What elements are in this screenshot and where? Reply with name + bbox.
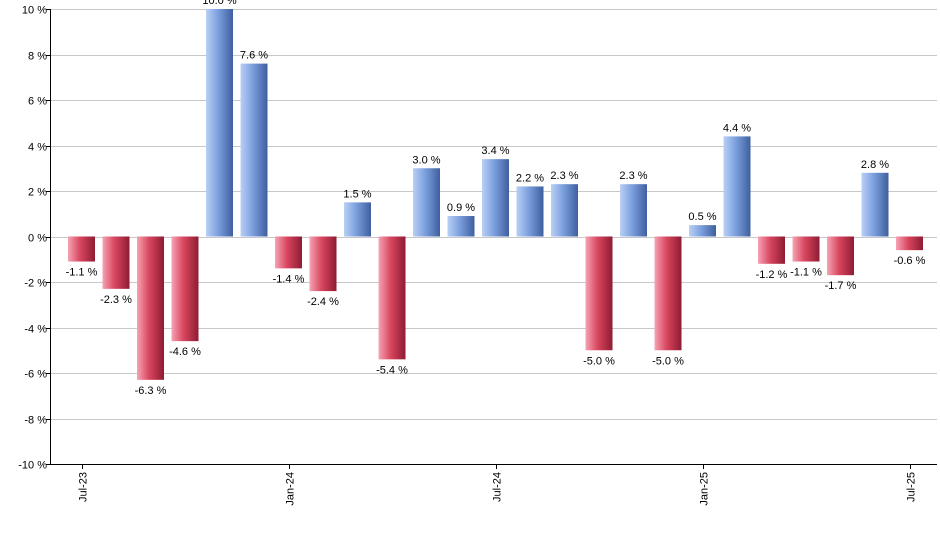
bar-value-label: -2.3 % (100, 294, 132, 306)
y-tick-label: -4 % (24, 324, 47, 336)
bar-value-label: -1.1 % (790, 267, 822, 279)
bar (689, 225, 716, 237)
bar-value-label: -0.6 % (894, 255, 926, 267)
bar (206, 9, 233, 237)
bar-value-label: -5.0 % (583, 355, 615, 367)
bar (758, 236, 785, 264)
bar (68, 236, 95, 262)
bar (413, 168, 440, 237)
bar (827, 236, 854, 276)
bar (654, 236, 682, 351)
bar-value-label: 2.3 % (619, 170, 647, 182)
bar-value-label: 1.5 % (343, 188, 371, 200)
bar (551, 184, 578, 237)
x-tick-label: Jul-25 (906, 472, 918, 502)
axes: 10 % 8 % 6 % 4 % 2 % 0 % -2 % -4 % -6 % -8 % -10 %… (18, 5, 937, 506)
bar-value-label: 0.5 % (688, 211, 716, 223)
bar-value-label: -1.1 % (66, 267, 98, 279)
bar-value-label: -1.2 % (756, 269, 788, 281)
y-tick-label: 6 % (28, 96, 47, 108)
x-tick-label: Jul-23 (78, 472, 90, 502)
bar (896, 236, 923, 251)
bar (309, 236, 337, 292)
bar-value-label: -1.4 % (273, 273, 305, 285)
bar-value-label: 3.0 % (412, 154, 440, 166)
bar (275, 236, 302, 269)
bar (240, 63, 268, 237)
bar-value-label: -5.0 % (652, 355, 684, 367)
bar-value-label: 10.0 % (202, 0, 236, 7)
bar-value-label: -4.6 % (169, 346, 201, 358)
bars (68, 9, 923, 380)
bar (723, 136, 751, 237)
y-tick-label: -10 % (18, 460, 47, 472)
bar-value-label: 4.4 % (723, 122, 751, 134)
x-tick-label: Jul-24 (492, 472, 504, 502)
bar-value-label: 2.2 % (516, 172, 544, 184)
bar (102, 236, 130, 289)
y-tick-label: 2 % (28, 187, 47, 199)
y-tick-label: -6 % (24, 369, 47, 381)
bar-value-label: 0.9 % (447, 202, 475, 214)
bar (137, 236, 164, 380)
bar (171, 236, 199, 342)
bar-value-label: 3.4 % (481, 145, 509, 157)
y-tick-label: 8 % (28, 51, 47, 63)
bar (585, 236, 613, 351)
x-tick-label: Jan-25 (699, 472, 711, 506)
y-tick-label: 10 % (22, 5, 47, 17)
data-labels: -1.1 % -2.3 % -6.3 % -4.6 % 10.0 % 7.6 % -1.4 … (66, 0, 926, 397)
bar (516, 186, 544, 237)
x-tick-label: Jan-24 (285, 472, 297, 506)
bar-value-label: -2.4 % (307, 296, 339, 308)
bar (792, 236, 820, 262)
bar-value-label: -6.3 % (135, 385, 167, 397)
y-tick-label: 0 % (28, 233, 47, 245)
bar (482, 159, 509, 237)
bar (378, 236, 406, 360)
bar (861, 172, 889, 237)
y-tick-label: 4 % (28, 142, 47, 154)
y-tick-label: -2 % (24, 278, 47, 290)
bar-value-label: -1.7 % (825, 280, 857, 292)
bar (620, 184, 647, 237)
bar-value-label: -5.4 % (376, 364, 408, 376)
bar-value-label: 2.8 % (861, 159, 889, 171)
bar-value-label: 2.3 % (550, 170, 578, 182)
y-tick-label: -8 % (24, 415, 47, 427)
bar-value-label: 7.6 % (240, 50, 268, 62)
bar (344, 202, 371, 237)
bar (447, 216, 475, 237)
